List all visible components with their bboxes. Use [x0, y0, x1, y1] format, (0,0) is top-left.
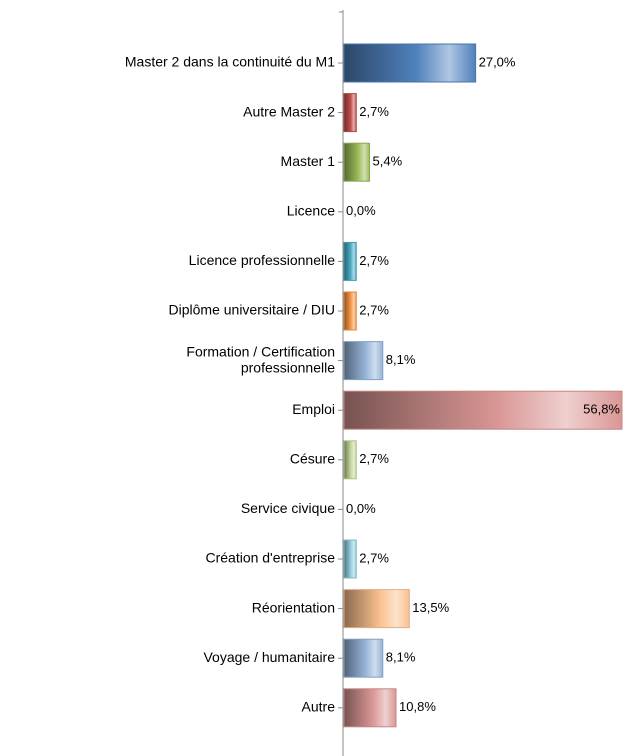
category-label: Diplôme universitaire / DIU: [169, 302, 336, 318]
value-label: 56,8%: [583, 402, 620, 417]
bar: [343, 142, 371, 182]
value-label: 8,1%: [386, 650, 416, 665]
value-label: 0,0%: [346, 501, 376, 516]
category-label: Licence: [287, 203, 335, 219]
bar: [343, 43, 477, 83]
bar: [343, 539, 357, 579]
value-label: 8,1%: [386, 352, 416, 367]
category-label: Autre Master 2: [243, 103, 335, 119]
category-label: Césure: [290, 451, 335, 467]
bar: [343, 589, 410, 629]
bar: [343, 341, 384, 381]
category-label: Master 2 dans la continuité du M1: [125, 54, 335, 70]
value-label: 5,4%: [373, 154, 403, 169]
bar: [343, 688, 397, 728]
category-label: Licence professionnelle: [189, 252, 336, 268]
category-label: Service civique: [241, 500, 335, 516]
value-label: 10,8%: [399, 699, 436, 714]
bar: [343, 390, 623, 430]
value-label: 13,5%: [412, 600, 449, 615]
category-label: Réorientation: [252, 599, 335, 615]
bar: [343, 291, 357, 331]
bar: [343, 241, 357, 281]
bar: [343, 93, 357, 133]
category-label: Emploi: [292, 401, 335, 417]
category-label: Formation / Certification professionnelle: [186, 343, 335, 375]
bar: [343, 440, 357, 480]
value-label: 2,7%: [359, 550, 389, 565]
value-label: 2,7%: [359, 451, 389, 466]
category-label: Master 1: [281, 153, 336, 169]
bar: [343, 638, 384, 678]
value-label: 2,7%: [359, 302, 389, 317]
value-label: 2,7%: [359, 253, 389, 268]
category-label: Voyage / humanitaire: [203, 649, 335, 665]
category-label: Autre: [302, 699, 336, 715]
category-label: Création d'entreprise: [205, 550, 335, 566]
value-label: 0,0%: [346, 203, 376, 218]
value-label: 27,0%: [479, 54, 516, 69]
value-label: 2,7%: [359, 104, 389, 119]
